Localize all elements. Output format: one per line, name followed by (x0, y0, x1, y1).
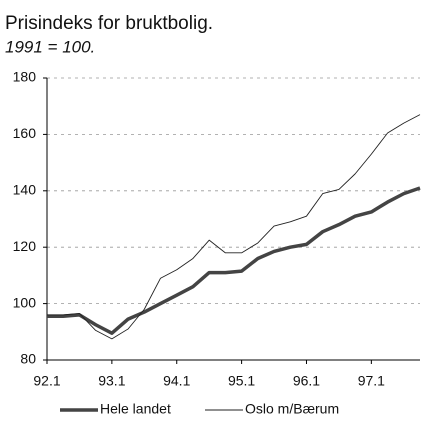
x-tick-label: 94.1 (163, 373, 190, 389)
x-tick-label: 96.1 (293, 373, 320, 389)
y-tick-label: 180 (13, 69, 37, 85)
x-tick-label: 92.1 (33, 373, 60, 389)
y-tick-label: 100 (13, 294, 37, 310)
y-tick-label: 140 (13, 182, 37, 198)
x-tick-label: 93.1 (98, 373, 125, 389)
x-tick-label: 95.1 (228, 373, 255, 389)
legend-label: Oslo m/Bærum (245, 401, 339, 417)
y-tick-label: 120 (13, 238, 37, 254)
series-line (47, 114, 421, 340)
legend-label: Hele landet (100, 401, 171, 417)
chart-title: Prisindeks for bruktbolig. (5, 13, 213, 34)
y-tick-label: 80 (20, 351, 36, 367)
series-line (47, 186, 421, 335)
y-tick-label: 160 (13, 125, 37, 141)
x-tick-label: 97.1 (358, 373, 385, 389)
chart-subtitle: 1991 = 100. (5, 37, 95, 56)
